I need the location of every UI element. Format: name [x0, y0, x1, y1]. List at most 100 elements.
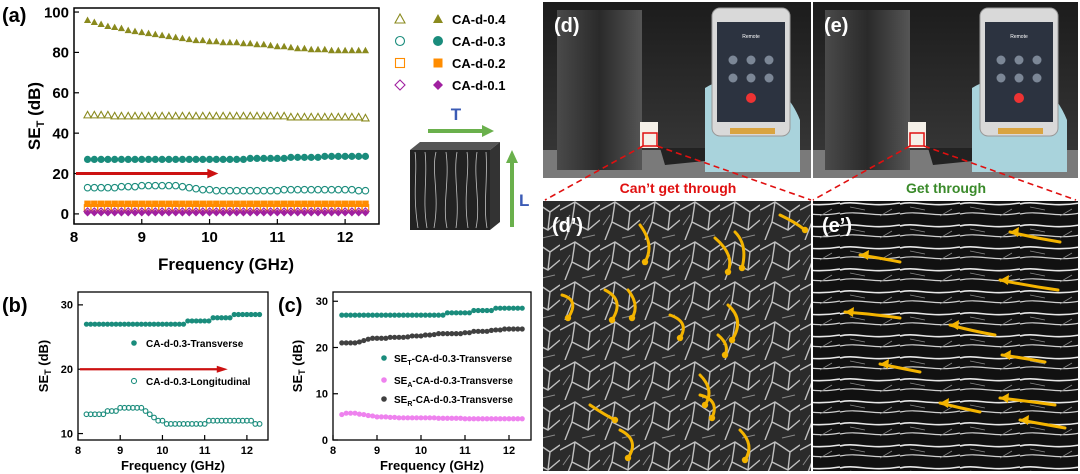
- y-axis-label-b: SET (dB): [36, 340, 53, 392]
- arrow-tip: [608, 316, 616, 324]
- data-point: [158, 200, 166, 208]
- data-point: [327, 209, 336, 217]
- data-point: [198, 111, 208, 120]
- data-point: [314, 45, 322, 53]
- data-point: [134, 321, 140, 327]
- data-point: [502, 305, 508, 311]
- data-point: [374, 335, 380, 341]
- legend-label: SER-CA-d-0.3-Transverse: [394, 395, 513, 408]
- data-point: [123, 207, 133, 216]
- transverse-arrow: T: [428, 105, 494, 137]
- data-point: [253, 186, 261, 195]
- data-point: [436, 331, 442, 337]
- data-point: [273, 186, 282, 195]
- data-point: [354, 186, 363, 195]
- data-point: [356, 312, 362, 318]
- data-point: [131, 200, 139, 208]
- data-point: [484, 416, 490, 422]
- data-point: [348, 410, 354, 416]
- data-point: [370, 413, 376, 419]
- data-point: [427, 415, 433, 421]
- data-point: [246, 200, 254, 208]
- data-point: [370, 312, 376, 318]
- y-tick-label: 100: [44, 4, 69, 21]
- data-point: [279, 111, 289, 120]
- data-point: [171, 207, 181, 216]
- data-point: [352, 340, 358, 346]
- data-point: [510, 305, 516, 311]
- x-tick-label: 12: [337, 229, 354, 246]
- data-point: [471, 416, 477, 422]
- cant-get-through-label: Can’t get through: [620, 180, 737, 196]
- data-point: [449, 331, 455, 337]
- data-point: [370, 335, 376, 341]
- data-point: [335, 200, 342, 208]
- data-point: [151, 321, 157, 327]
- data-point: [192, 200, 200, 208]
- data-point: [400, 415, 406, 421]
- arrow-tip: [880, 359, 889, 369]
- data-point: [414, 415, 420, 421]
- data-point: [387, 312, 393, 318]
- data-point: [348, 312, 354, 318]
- curved-path-arrow: [638, 223, 651, 264]
- data-point: [172, 200, 179, 208]
- legend-marker-open: [394, 35, 406, 47]
- data-point: [177, 111, 187, 120]
- sem-image-d-prime: (d’): [543, 201, 811, 471]
- data-point: [185, 183, 194, 192]
- data-point: [279, 207, 289, 216]
- data-point: [260, 40, 268, 48]
- data-point: [172, 33, 180, 41]
- data-point: [396, 312, 402, 318]
- data-point: [307, 200, 315, 208]
- data-point: [218, 315, 225, 321]
- data-point: [189, 318, 195, 324]
- y-tick-label: 30: [61, 300, 73, 312]
- plot-frame-a: [73, 7, 380, 225]
- x-tick-label: 8: [330, 445, 336, 457]
- data-point: [280, 209, 288, 217]
- data-point: [356, 411, 362, 417]
- data-point: [267, 200, 274, 208]
- data-point: [199, 155, 207, 164]
- data-point: [321, 200, 329, 208]
- data-point: [272, 111, 282, 120]
- data-point: [144, 111, 154, 120]
- data-point: [131, 155, 139, 164]
- data-point: [340, 207, 350, 216]
- data-point: [178, 155, 187, 164]
- data-point: [178, 182, 187, 191]
- longitudinal-arrow: L: [506, 150, 529, 227]
- data-point: [226, 200, 234, 208]
- data-point: [97, 155, 105, 164]
- data-point: [96, 110, 106, 119]
- x-tick-label: 8: [75, 445, 81, 457]
- data-point: [427, 332, 433, 338]
- y-tick-label: 10: [61, 428, 73, 440]
- data-point: [212, 186, 221, 195]
- legend-marker: [381, 396, 387, 402]
- data-point: [164, 111, 174, 120]
- data-point: [205, 185, 214, 194]
- data-point: [126, 321, 132, 327]
- zoom-connectors: [544, 145, 1077, 201]
- data-point: [155, 321, 161, 327]
- data-point: [314, 200, 322, 208]
- data-point: [449, 415, 455, 421]
- axis-ticks-b: 8 9 10 11 12 10 20 30: [61, 300, 253, 457]
- legend-label: CA-d-0.2: [452, 56, 505, 71]
- data-point: [348, 46, 356, 54]
- x-tick-label: 10: [156, 445, 168, 457]
- data-point: [248, 417, 255, 424]
- data-point: [256, 311, 263, 318]
- sem-image-e-prime: (e’): [813, 201, 1078, 471]
- data-point: [327, 112, 337, 121]
- data-point: [300, 44, 309, 52]
- arrow-tip: [701, 401, 709, 409]
- data-point: [245, 207, 255, 216]
- data-point: [488, 416, 494, 422]
- data-point: [409, 415, 415, 421]
- x-axis-label-c: Frequency (GHz): [380, 458, 484, 473]
